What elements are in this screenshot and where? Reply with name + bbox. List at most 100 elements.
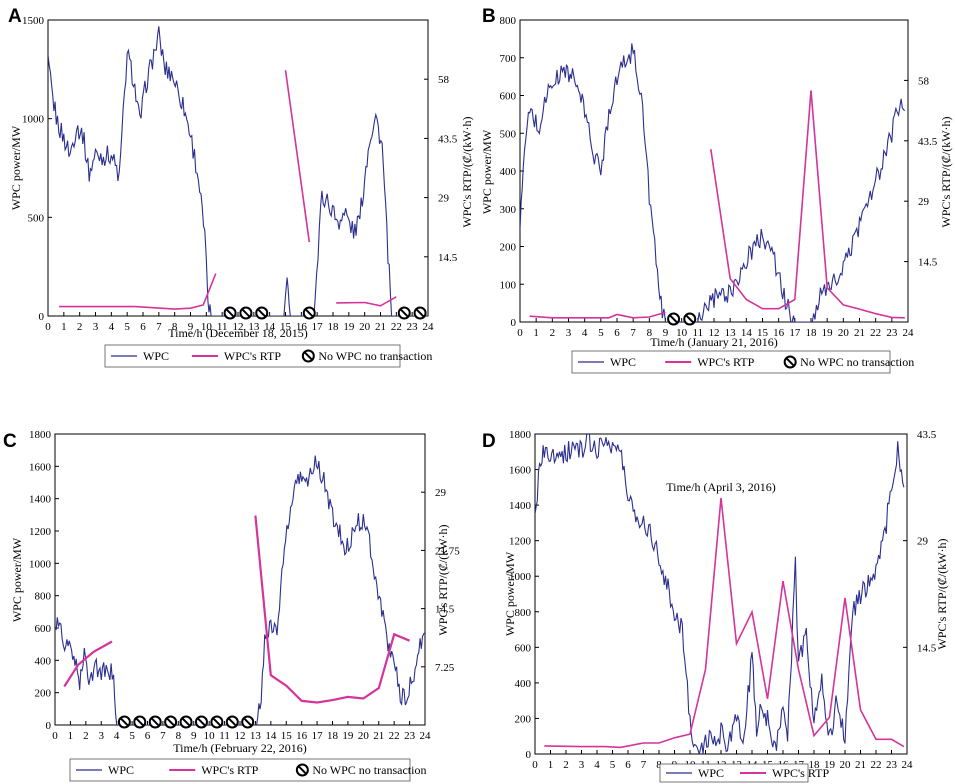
x-tick-label: 11 (219, 730, 230, 742)
y-left-tick-label: 200 (515, 713, 532, 725)
x-tick-label: 7 (160, 730, 166, 742)
x-tick-label: 22 (870, 327, 881, 339)
panel-c: C0 1 2 3 4 5 6 7 8 9 10 11 12 13 14 15 16 17 18 19 20 21 22 23 2… (3, 429, 460, 782)
no-transaction-icon (667, 312, 681, 326)
x-tick-label: 2 (550, 327, 556, 339)
x-tick-label: 13 (248, 321, 260, 333)
y-right-tick-label: 43.5 (917, 429, 937, 441)
x-axis-label-c: Time/h (February 22, 2016) (173, 741, 307, 755)
y-right-tick-label: 14.5 (918, 257, 938, 269)
x-tick-label: 12 (233, 321, 244, 333)
y-right-tick-label: 29 (917, 536, 929, 548)
y-right-tick-label: 14.5 (438, 252, 458, 264)
y-left-tick-label: 1000 (29, 558, 52, 570)
x-tick-label: 8 (176, 730, 182, 742)
no-transaction-icon (241, 715, 255, 729)
x-tick-label: 3 (579, 759, 585, 771)
y-right-tick-label: 29 (918, 196, 930, 208)
y-left-tick-label: 1200 (29, 526, 52, 538)
y-left-tick-label: 400 (500, 166, 517, 178)
x-tick-label: 19 (822, 327, 834, 339)
x-tick-label: 0 (517, 327, 523, 339)
panel-d: D012345678910111213141516171819202122232… (482, 429, 949, 783)
panel-b: B0 1 2 3 4 5 6 7 8 9 10 11 12 13 14 15 16 17 18 19 20 21 22 23 2… (460, 6, 953, 374)
y-right-tick-label: 21.75 (435, 545, 460, 557)
no-transaction-icon (148, 715, 162, 729)
series-wpc-d (535, 434, 905, 754)
legend-label-wpc: WPC (698, 766, 724, 780)
x-tick-label: 10 (204, 730, 216, 742)
x-tick-label: 20 (840, 759, 852, 771)
x-tick-label: 24 (423, 321, 435, 333)
legend-label-rtp: WPC's RTP (697, 355, 754, 369)
panel-label-d: D (482, 431, 496, 452)
x-tick-label: 17 (312, 321, 324, 333)
x-tick-label: 5 (129, 730, 135, 742)
y-left-tick-label: 800 (35, 591, 52, 603)
y-right-tick-label: 14.5 (917, 642, 937, 654)
y-left-label-2-b: WPC power/MW (480, 129, 494, 214)
y-left-tick-label: 800 (515, 607, 532, 619)
x-tick-label: 8 (172, 321, 178, 333)
x-tick-label: 8 (656, 759, 662, 771)
series-wpc-c (55, 455, 425, 725)
y-left-tick-label: 1600 (29, 461, 52, 473)
y-right-tick-label: 58 (918, 75, 930, 87)
x-tick-label: 0 (45, 321, 51, 333)
x-tick-label: 5 (610, 759, 616, 771)
legend-label-no-transaction: No WPC no transaction (312, 763, 426, 777)
x-tick-label: 9 (191, 730, 197, 742)
x-tick-label: 5 (598, 327, 604, 339)
x-tick-label: 22 (391, 321, 402, 333)
y-left-tick-label: 500 (500, 128, 517, 140)
series-rtp-c-seg-1 (254, 515, 411, 704)
y-left-tick-label: 200 (500, 242, 517, 254)
no-transaction-icon (225, 715, 239, 729)
no-transaction-icon (413, 306, 427, 320)
x-tick-label: 1 (548, 759, 554, 771)
y-right-label-c: WPC's RTP/(₡/(kW·h) (436, 524, 450, 635)
y-left-tick-label: 400 (515, 678, 532, 690)
x-tick-label: 21 (855, 759, 866, 771)
series-rtp-a-seg-2 (336, 296, 397, 307)
y-left-tick-label: 600 (515, 642, 532, 654)
no-transaction-icon (179, 715, 193, 729)
x-tick-label: 21 (373, 730, 384, 742)
y-left-tick-label: 1800 (29, 429, 52, 441)
x-tick-label: 13 (250, 730, 262, 742)
legend-c: WPC WPC's RTP No WPC no transaction (69, 758, 426, 782)
x-tick-label: 6 (145, 730, 151, 742)
no-transaction-icon (194, 715, 208, 729)
x-tick-label: 17 (789, 327, 801, 339)
y-right-tick-label: 58 (438, 74, 450, 86)
x-tick-label: 2 (563, 759, 569, 771)
x-tick-label: 3 (99, 730, 105, 742)
x-tick-label: 12 (235, 730, 246, 742)
panel-a: A0 1 2 3 4 5 6 7 8 9 10 11 12 13 14 15 16 17 18 19 20 21 22 23 2… (8, 6, 458, 368)
no-transaction-icon (239, 306, 253, 320)
series-rtp-c-seg-0 (63, 640, 113, 688)
no-transaction-icon (683, 312, 697, 326)
y-right-label-d: WPC's RTP/(₡/(kW·h) (935, 538, 949, 649)
x-tick-label: 3 (566, 327, 572, 339)
y-left-tick-label: 400 (35, 655, 52, 667)
x-tick-label: 7 (630, 327, 636, 339)
x-tick-label: 16 (296, 730, 308, 742)
legend-label-rtp: WPC's RTP (201, 763, 258, 777)
series-rtp-b-seg-1 (710, 90, 905, 319)
x-tick-label: 17 (312, 730, 324, 742)
y-right-tick-label: 29 (435, 487, 447, 499)
x-tick-label: 10 (201, 321, 213, 333)
x-tick-label: 24 (420, 730, 432, 742)
y-left-tick-label: 500 (28, 212, 45, 224)
plot-frame-a (47, 19, 429, 317)
no-transaction-icon (255, 306, 269, 320)
legend-label-rtp: WPC's RTP (224, 349, 281, 363)
series-rtp-d-seg-0 (544, 497, 905, 749)
x-tick-label: 19 (342, 730, 354, 742)
x-tick-label: 18 (327, 730, 339, 742)
x-tick-label: 0 (532, 759, 538, 771)
x-tick-label: 12 (709, 327, 720, 339)
legend-label-wpc: WPC (143, 349, 169, 363)
